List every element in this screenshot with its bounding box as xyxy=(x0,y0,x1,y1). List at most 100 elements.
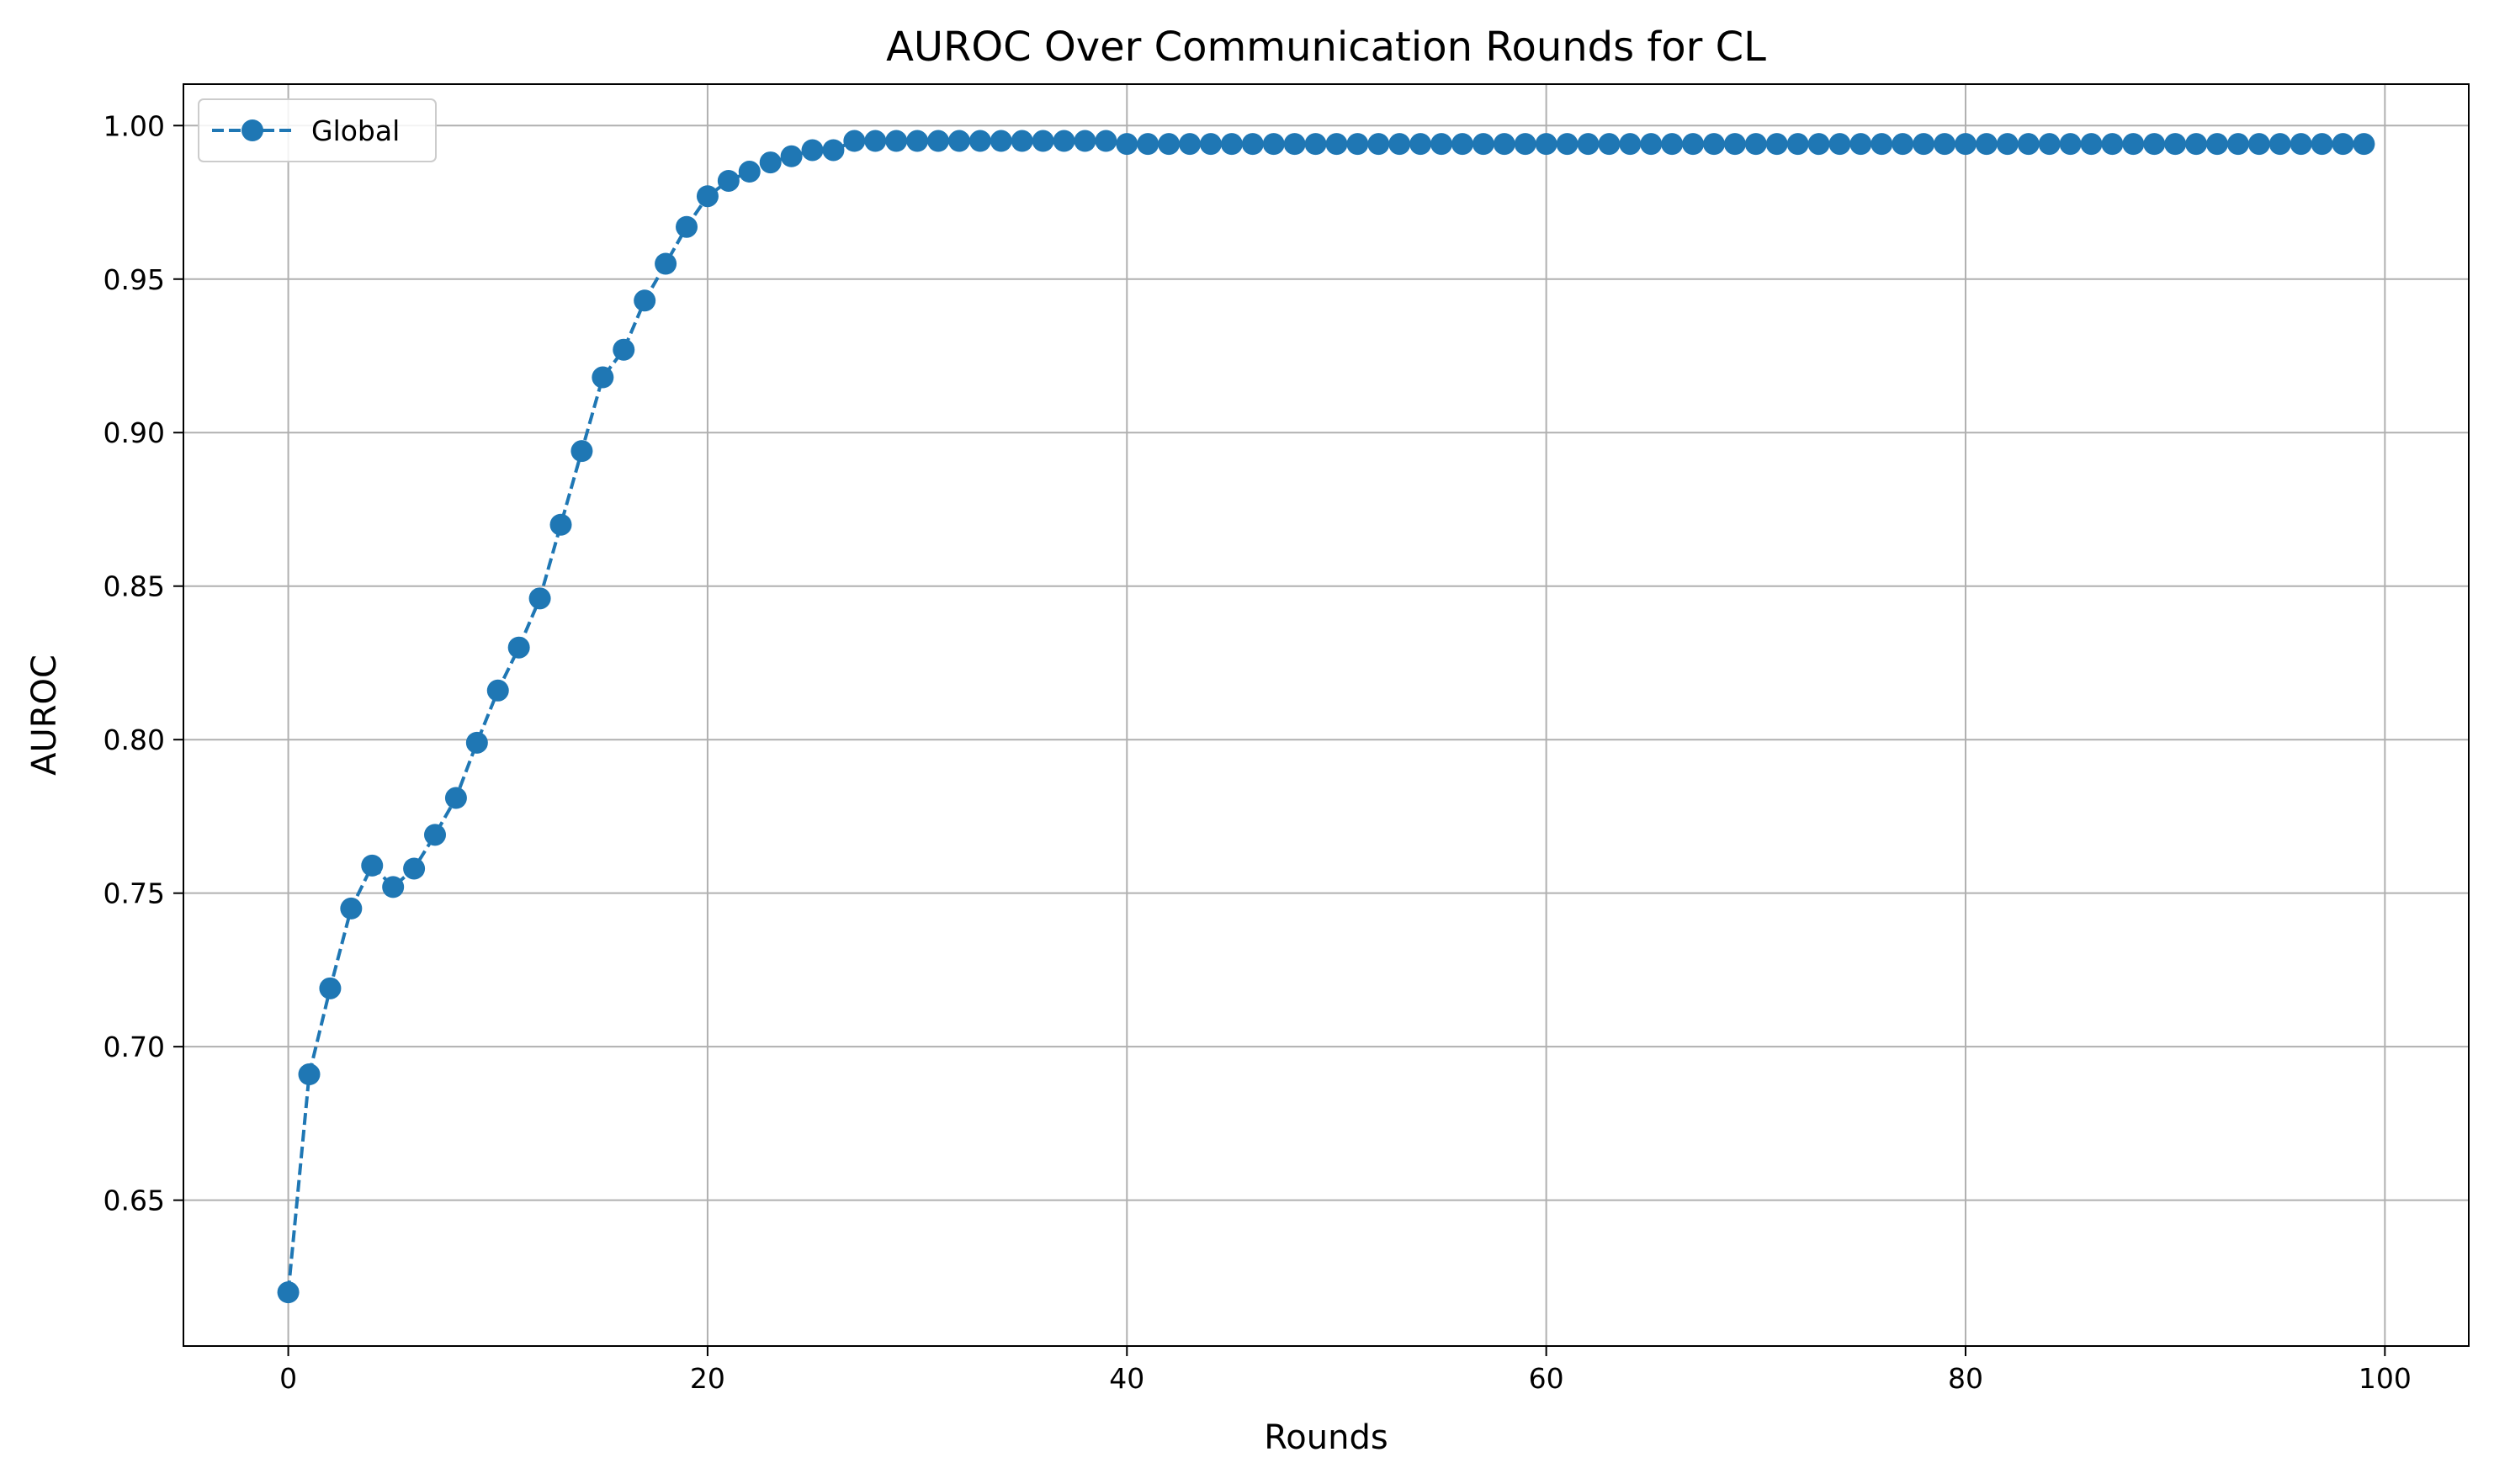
data-point xyxy=(319,977,342,999)
data-point xyxy=(822,139,845,162)
data-point xyxy=(2122,133,2145,156)
data-point xyxy=(1765,133,1788,156)
data-point xyxy=(1828,133,1851,156)
data-point xyxy=(1640,133,1663,156)
y-axis-label: AUROC xyxy=(25,655,64,776)
data-point xyxy=(738,161,761,183)
data-point xyxy=(1807,133,1830,156)
data-point xyxy=(444,787,467,809)
x-tick-label: 80 xyxy=(1948,1362,1983,1395)
legend-marker-sample xyxy=(241,119,263,141)
data-point xyxy=(424,824,447,846)
data-point xyxy=(1304,133,1327,156)
y-tick-label: 0.90 xyxy=(103,416,165,449)
data-point xyxy=(549,513,572,536)
data-point xyxy=(655,252,677,275)
data-point xyxy=(801,139,824,162)
data-point xyxy=(2164,133,2187,156)
data-point xyxy=(1661,133,1684,156)
data-point xyxy=(465,731,488,754)
data-point xyxy=(298,1063,321,1086)
legend: Global xyxy=(198,98,437,162)
data-point xyxy=(1723,133,1746,156)
data-point xyxy=(1472,133,1494,156)
data-point xyxy=(2353,133,2375,156)
data-point xyxy=(1954,133,1977,156)
data-point xyxy=(1702,133,1725,156)
data-point xyxy=(927,130,950,152)
plot-frame xyxy=(183,83,2470,1347)
data-point xyxy=(885,130,908,152)
data-point xyxy=(2017,133,2040,156)
y-tick-label: 0.70 xyxy=(103,1031,165,1063)
data-point xyxy=(1241,133,1264,156)
data-point xyxy=(759,151,782,174)
data-point xyxy=(1011,130,1033,152)
data-point xyxy=(2268,133,2291,156)
y-axis-ticks: 0.65 0.70 0.75 0.80 0.85 0.90 0.95 1.00 xyxy=(103,109,183,1217)
legend-entry-global: Global xyxy=(311,114,400,147)
data-point xyxy=(2143,133,2166,156)
data-point xyxy=(1199,133,1222,156)
data-point xyxy=(2247,133,2270,156)
data-point xyxy=(1367,133,1390,156)
data-point xyxy=(1053,130,1075,152)
series-line-global xyxy=(286,139,2364,1293)
data-point xyxy=(1158,133,1181,156)
chart-title: AUROC Over Communication Rounds for CL xyxy=(886,24,1766,71)
data-point xyxy=(1430,133,1453,156)
data-point xyxy=(717,169,740,192)
data-point xyxy=(1870,133,1893,156)
data-point xyxy=(676,215,698,238)
x-tick-label: 100 xyxy=(2359,1362,2412,1395)
data-point xyxy=(1116,133,1138,156)
data-point xyxy=(1493,133,1515,156)
data-point xyxy=(1996,133,2019,156)
data-point xyxy=(780,145,803,167)
data-point xyxy=(696,185,719,208)
grid-lines xyxy=(183,84,2469,1346)
data-point xyxy=(864,130,887,152)
data-point xyxy=(1032,130,1054,152)
data-point xyxy=(1556,133,1579,156)
data-point xyxy=(843,130,866,152)
x-tick-label: 60 xyxy=(1529,1362,1564,1395)
x-tick-label: 20 xyxy=(690,1362,725,1395)
y-tick-label: 1.00 xyxy=(103,109,165,142)
data-point xyxy=(361,854,384,877)
data-point xyxy=(570,440,593,463)
data-point xyxy=(340,897,363,920)
data-point xyxy=(1892,133,1914,156)
x-axis-label: Rounds xyxy=(1264,1418,1388,1457)
data-point xyxy=(486,679,509,702)
y-tick-label: 0.80 xyxy=(103,723,165,756)
data-point xyxy=(2185,133,2208,156)
data-point xyxy=(1346,133,1369,156)
data-point xyxy=(947,130,970,152)
data-point xyxy=(2038,133,2061,156)
data-point xyxy=(2226,133,2249,156)
data-point xyxy=(1535,133,1557,156)
y-tick-label: 0.85 xyxy=(103,570,165,603)
data-point xyxy=(1220,133,1243,156)
data-point xyxy=(1682,133,1705,156)
data-point xyxy=(613,338,635,361)
data-point xyxy=(2080,133,2103,156)
data-point xyxy=(1744,133,1767,156)
data-point xyxy=(1514,133,1536,156)
data-point xyxy=(968,130,991,152)
data-point xyxy=(1577,133,1600,156)
y-tick-label: 0.75 xyxy=(103,877,165,910)
data-point xyxy=(1262,133,1285,156)
data-point xyxy=(1409,133,1432,156)
data-point xyxy=(382,876,405,898)
data-point xyxy=(1975,133,1998,156)
data-point xyxy=(2205,133,2228,156)
data-point xyxy=(2059,133,2082,156)
data-point xyxy=(906,130,929,152)
x-axis-ticks: 0 20 40 60 80 100 xyxy=(279,1346,2412,1395)
data-point xyxy=(1179,133,1202,156)
data-point xyxy=(1074,130,1096,152)
data-point xyxy=(277,1281,300,1304)
